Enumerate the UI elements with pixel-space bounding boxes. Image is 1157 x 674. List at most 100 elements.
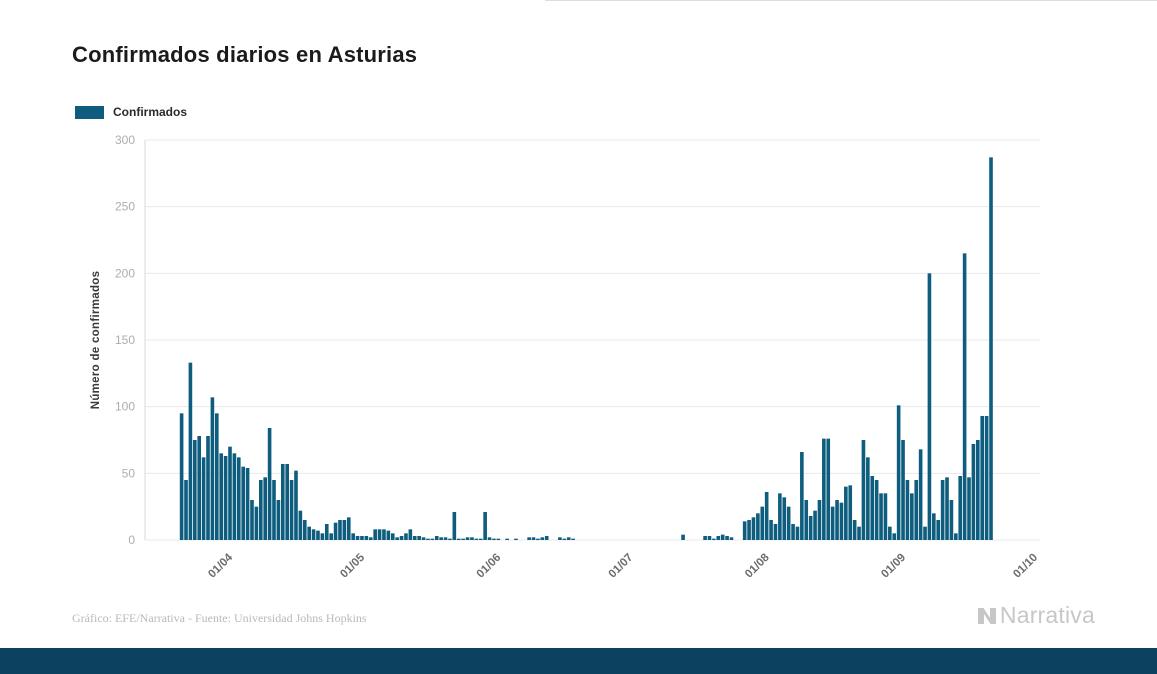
bar [725,536,729,540]
bar [778,493,782,540]
bar [773,524,778,540]
footer-color-strip [0,648,1157,674]
bar [302,520,307,540]
bar [800,452,804,540]
bar [558,537,562,540]
bar [382,529,386,540]
bar [223,456,228,540]
bar [272,480,276,540]
bar [426,538,430,540]
bar [822,438,826,540]
bar [852,520,857,540]
y-tick-label: 0 [128,533,135,547]
bar [976,440,980,540]
bar [813,510,817,540]
bar [945,477,949,540]
bar [848,485,853,540]
bar [808,516,813,540]
bar [901,440,905,540]
legend-swatch-confirmados [75,105,104,119]
bar [364,536,369,540]
bar [465,537,470,540]
bar [390,533,395,540]
bar [751,517,756,540]
bar [430,538,435,540]
x-tick-label: 01/06 [475,552,504,581]
bar [228,446,232,540]
bar [571,538,575,540]
bar [184,480,188,540]
bar [826,438,831,540]
confirmados-bar-chart: 0 50 100 150 200 250 300 01/04 01/05 01/06 01/07 01… [90,133,1040,581]
bar [311,529,316,540]
bar [949,500,954,540]
bar [703,536,707,540]
x-tick-label: 01/09 [879,552,908,581]
bar [716,536,721,540]
bar [210,397,215,540]
bar [729,537,734,540]
bar [215,413,219,540]
bar [404,533,408,540]
x-tick-label: 01/10 [1011,552,1040,581]
y-axis-title: Número de confirmados [90,271,102,410]
bar [791,524,795,540]
bar [461,538,465,540]
legend-label: Confirmados [113,105,188,119]
chart-title: Confirmados diarios en Asturias [72,42,418,67]
legend: Confirmados [75,105,187,119]
narrativa-n-icon [977,607,996,624]
x-tick-label: 01/05 [338,551,367,580]
bar [280,464,285,540]
bar [338,520,342,540]
bar [566,537,571,540]
bar [980,416,985,540]
bar [932,513,936,540]
bar [984,416,989,540]
bar [294,470,298,540]
bar [201,457,206,540]
bar [883,493,888,540]
bar [351,533,355,540]
bar [487,537,492,540]
bar [474,538,479,540]
bar [254,506,259,540]
bar [866,457,870,540]
bar [989,157,993,540]
bar [747,520,751,540]
bar [879,493,883,540]
bar [179,413,184,540]
bar [206,436,210,540]
bar [540,537,545,540]
bar [263,477,267,540]
bar [681,534,685,540]
bar [316,530,320,540]
x-tick-label: 01/04 [206,551,235,580]
bar [355,536,360,540]
bar [320,533,325,540]
bar [870,476,875,540]
bar [324,524,329,540]
bar [760,506,765,540]
bar [918,449,923,540]
bar [417,536,421,540]
bar [188,362,193,540]
bar [456,538,461,540]
bar [936,520,941,540]
top-edge-hairline [545,0,1157,1]
bar [910,493,914,540]
bar [250,500,254,540]
bar [712,538,716,540]
bar [786,506,791,540]
bar [448,538,452,540]
bar [927,273,932,540]
bar [399,536,404,540]
bar [439,537,443,540]
y-tick-label: 200 [115,266,135,280]
bar [764,492,769,540]
bar [373,529,377,540]
bar [492,538,496,540]
bar [742,521,747,540]
bar [421,537,426,540]
bar [892,533,897,540]
